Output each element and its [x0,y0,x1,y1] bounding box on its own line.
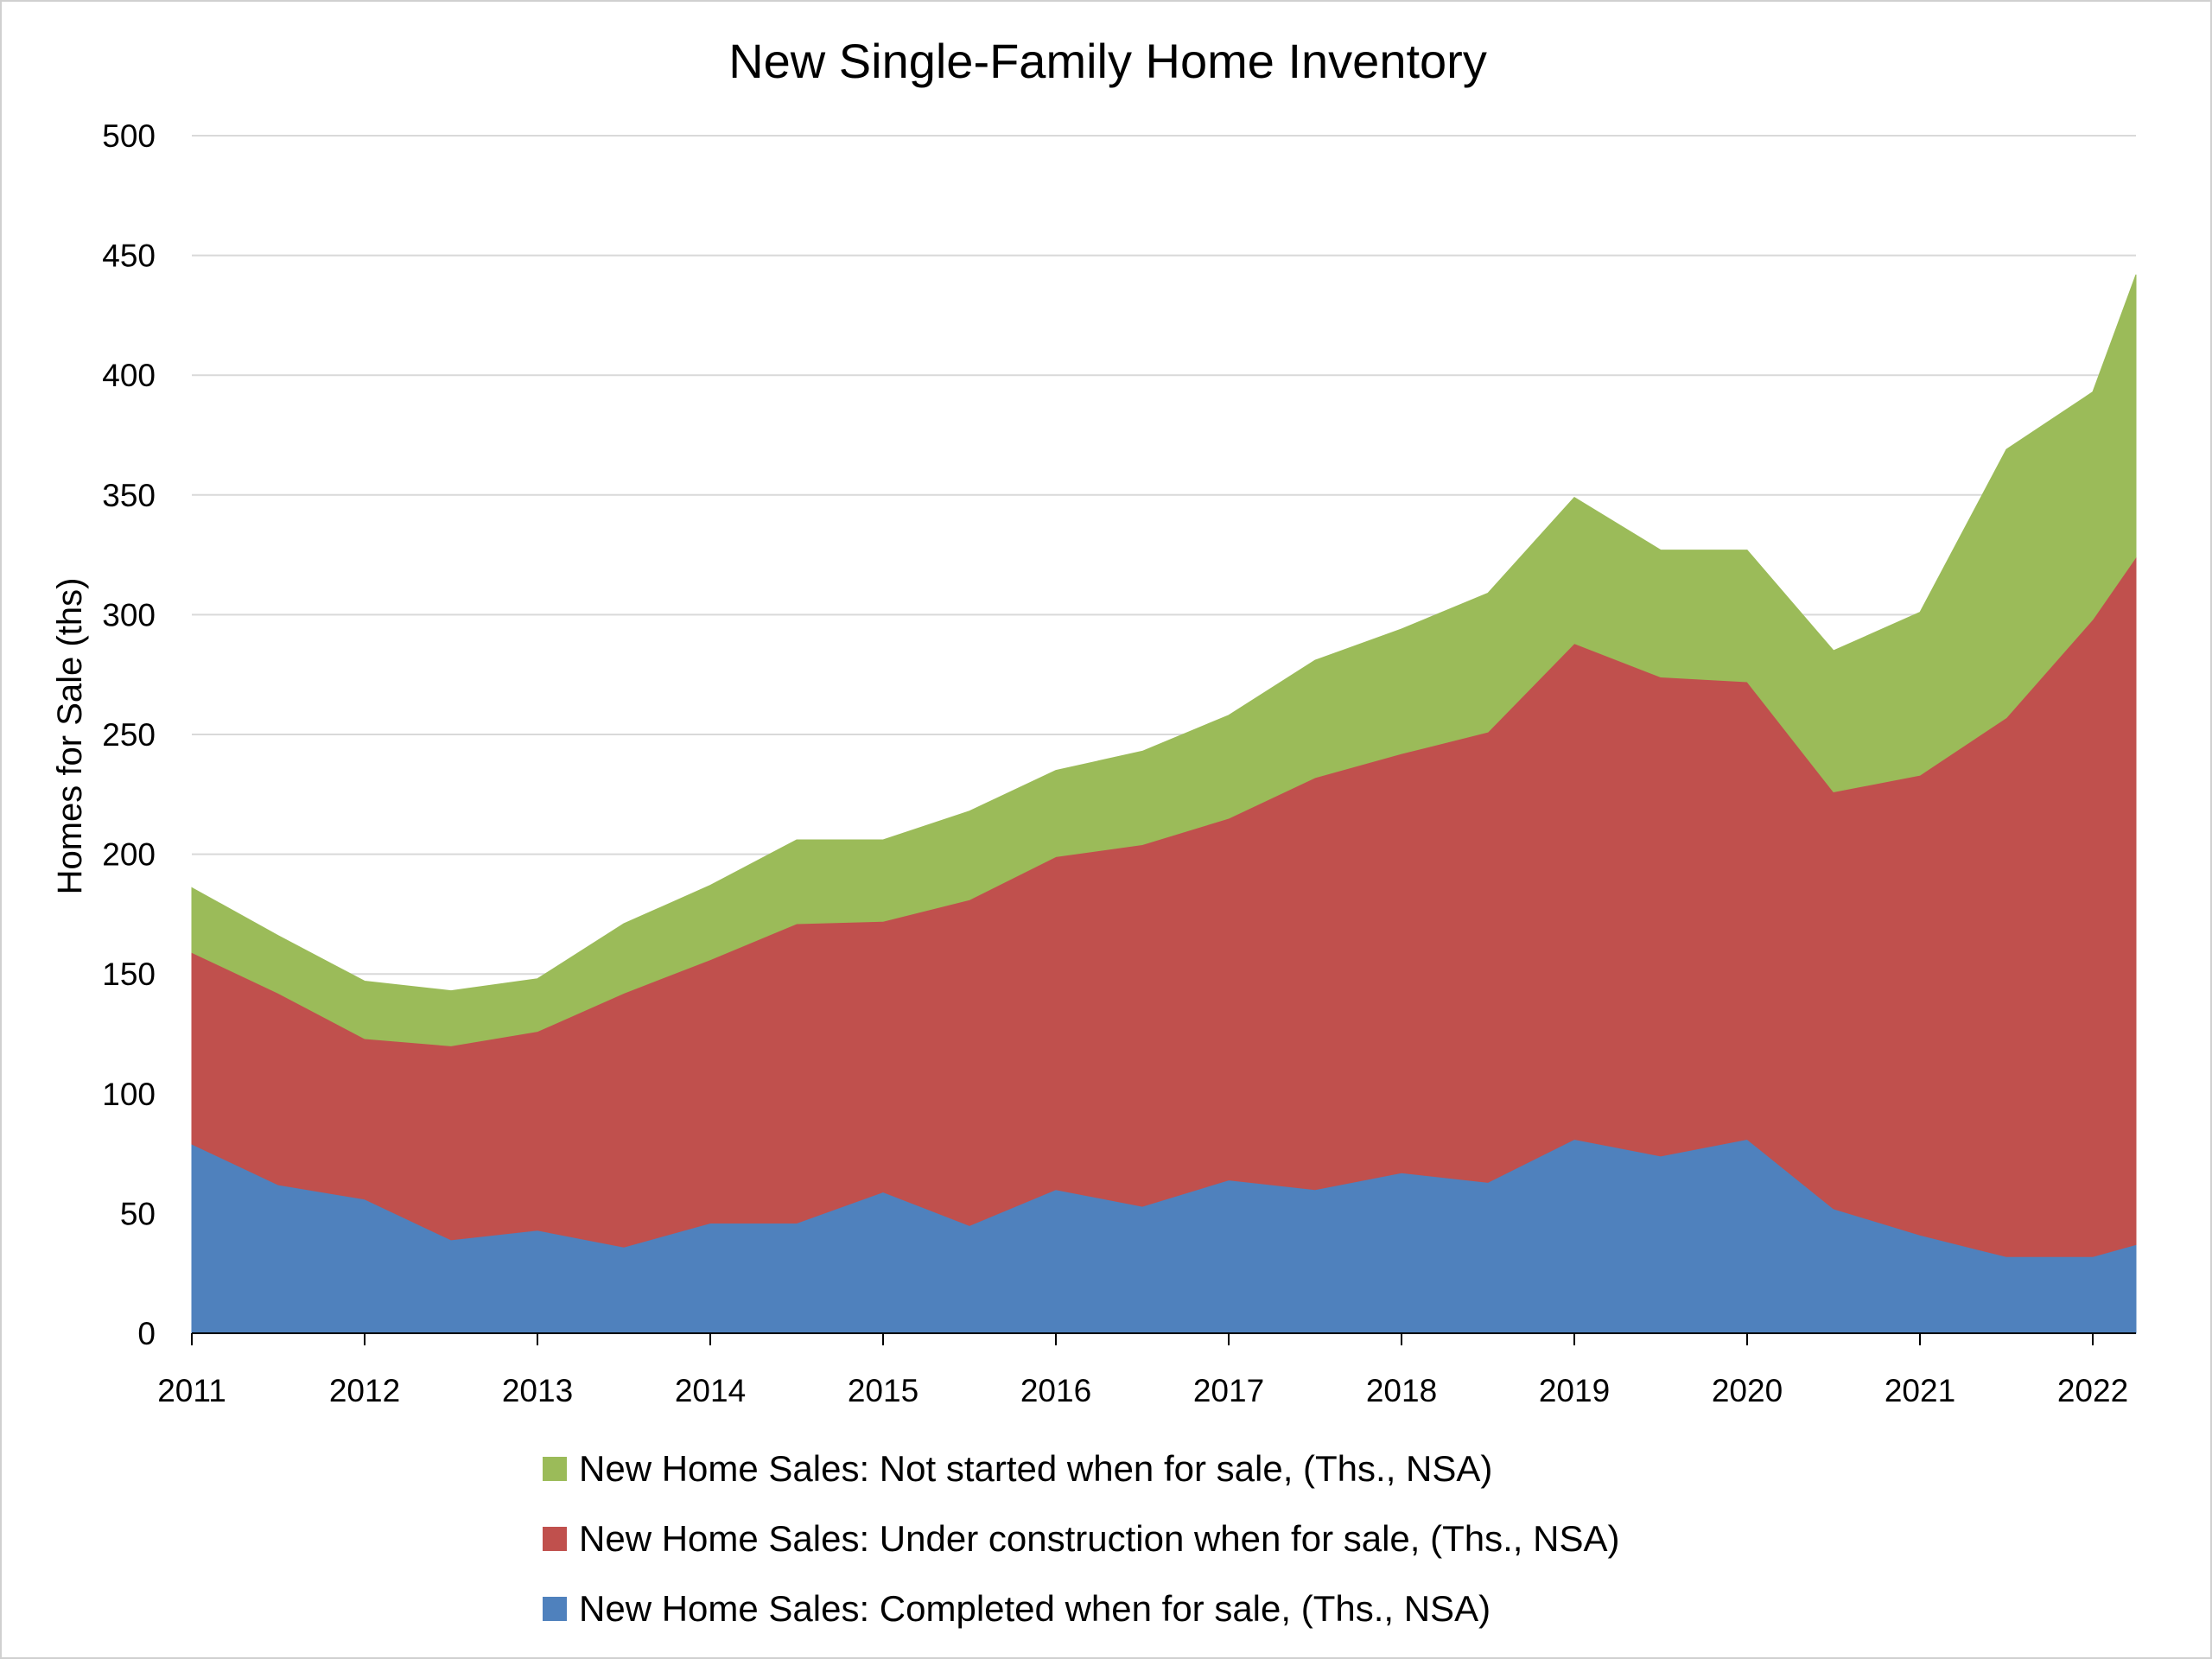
x-tick-label: 2015 [848,1373,918,1408]
y-tick-label: 350 [102,478,156,513]
legend-swatch [543,1597,567,1621]
y-tick-label: 50 [120,1196,156,1231]
y-axis-title: Homes for Sale (ths) [51,578,89,895]
axis-layer [191,1332,2136,1345]
y-tick-label: 400 [102,358,156,393]
x-tick-label: 2016 [1020,1373,1091,1408]
x-tick-label: 2017 [1193,1373,1264,1408]
x-tick-label: 2012 [329,1373,400,1408]
x-tick-label: 2019 [1539,1373,1610,1408]
y-tick-label: 150 [102,957,156,992]
area-layer [191,274,2137,1334]
x-tick-label: 2021 [1885,1373,1955,1408]
legend: New Home Sales: Not started when for sal… [543,1448,1619,1629]
x-tick-label: 2018 [1366,1373,1437,1408]
legend-swatch [543,1457,567,1481]
x-tick-labels: 2011 2012 2013 2014 2015 2016 2017 2018 2019 2020… [157,1373,2128,1408]
x-tick-label: 2022 [2057,1373,2128,1408]
y-tick-label: 0 [137,1316,156,1351]
x-tick-label: 2013 [502,1373,573,1408]
x-tick-label: 2020 [1712,1373,1783,1408]
legend-label: New Home Sales: Completed when for sale,… [579,1588,1491,1629]
legend-label: New Home Sales: Under construction when … [579,1518,1619,1559]
y-tick-label: 250 [102,717,156,753]
y-tick-label: 300 [102,597,156,632]
legend-label: New Home Sales: Not started when for sal… [579,1448,1492,1489]
y-tick-labels: 0 50 100 150 200 250 300 350 400 450 500 [102,118,156,1351]
y-tick-label: 200 [102,837,156,873]
legend-swatch [543,1527,567,1551]
x-tick-label: 2011 [157,1373,226,1408]
y-tick-label: 500 [102,118,156,154]
chart-title: New Single-Family Home Inventory [728,34,1487,88]
y-tick-label: 100 [102,1077,156,1112]
x-tick-label: 2014 [675,1373,746,1408]
area-series-2 [191,274,2137,1046]
y-tick-label: 450 [102,238,156,274]
